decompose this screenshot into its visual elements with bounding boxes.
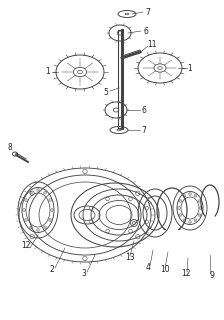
Circle shape <box>44 191 46 194</box>
Circle shape <box>30 226 32 229</box>
Text: 3: 3 <box>82 269 86 278</box>
Circle shape <box>37 188 39 191</box>
Text: 9: 9 <box>210 270 214 279</box>
Text: 1: 1 <box>188 63 192 73</box>
Circle shape <box>51 209 53 212</box>
Text: 11: 11 <box>147 39 157 49</box>
Text: 1: 1 <box>46 67 50 76</box>
Circle shape <box>179 214 182 216</box>
Circle shape <box>200 207 202 209</box>
Circle shape <box>198 200 201 203</box>
Circle shape <box>179 200 182 203</box>
Text: 4: 4 <box>146 263 151 273</box>
Circle shape <box>49 199 52 201</box>
Text: 5: 5 <box>103 87 108 97</box>
Circle shape <box>178 207 180 209</box>
Circle shape <box>194 219 197 221</box>
Circle shape <box>189 193 191 196</box>
Text: 6: 6 <box>144 27 149 36</box>
Text: 10: 10 <box>160 266 170 275</box>
Text: 6: 6 <box>142 106 146 115</box>
Text: 12: 12 <box>181 269 191 278</box>
Circle shape <box>37 228 39 231</box>
Circle shape <box>189 220 191 223</box>
Circle shape <box>24 199 27 201</box>
Circle shape <box>24 219 27 221</box>
Text: 7: 7 <box>146 7 151 17</box>
Circle shape <box>198 214 201 216</box>
Text: 12: 12 <box>21 241 31 250</box>
Text: 8: 8 <box>8 142 12 151</box>
Circle shape <box>23 209 25 212</box>
Circle shape <box>194 195 197 197</box>
Text: 13: 13 <box>125 253 135 262</box>
Text: 2: 2 <box>50 266 54 275</box>
Text: 7: 7 <box>142 125 146 134</box>
Circle shape <box>183 219 186 221</box>
Circle shape <box>30 191 32 194</box>
Circle shape <box>49 219 52 221</box>
Circle shape <box>183 195 186 197</box>
Circle shape <box>44 226 46 229</box>
